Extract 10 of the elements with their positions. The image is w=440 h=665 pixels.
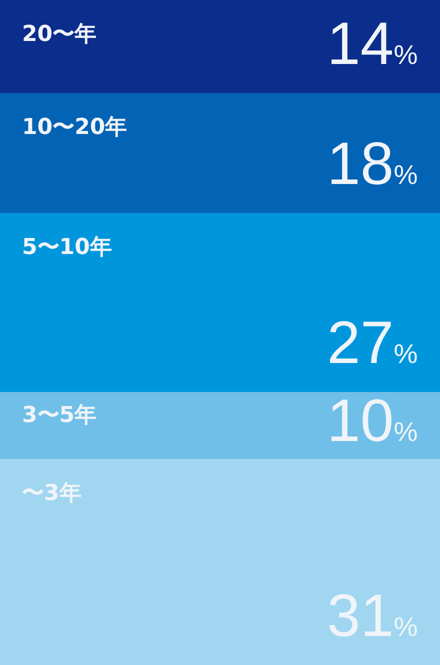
series-label: 20〜年	[22, 22, 97, 47]
data-label: 14%	[327, 10, 418, 77]
data-label: 27%	[327, 309, 418, 376]
series-label: 〜3年	[22, 481, 82, 506]
data-label: 10%	[327, 387, 418, 454]
series-label: 3〜5年	[22, 403, 97, 428]
data-label: 31%	[327, 582, 418, 649]
series-label: 10〜20年	[22, 115, 128, 140]
series-label: 5〜10年	[22, 235, 112, 260]
data-label: 18%	[327, 130, 418, 197]
